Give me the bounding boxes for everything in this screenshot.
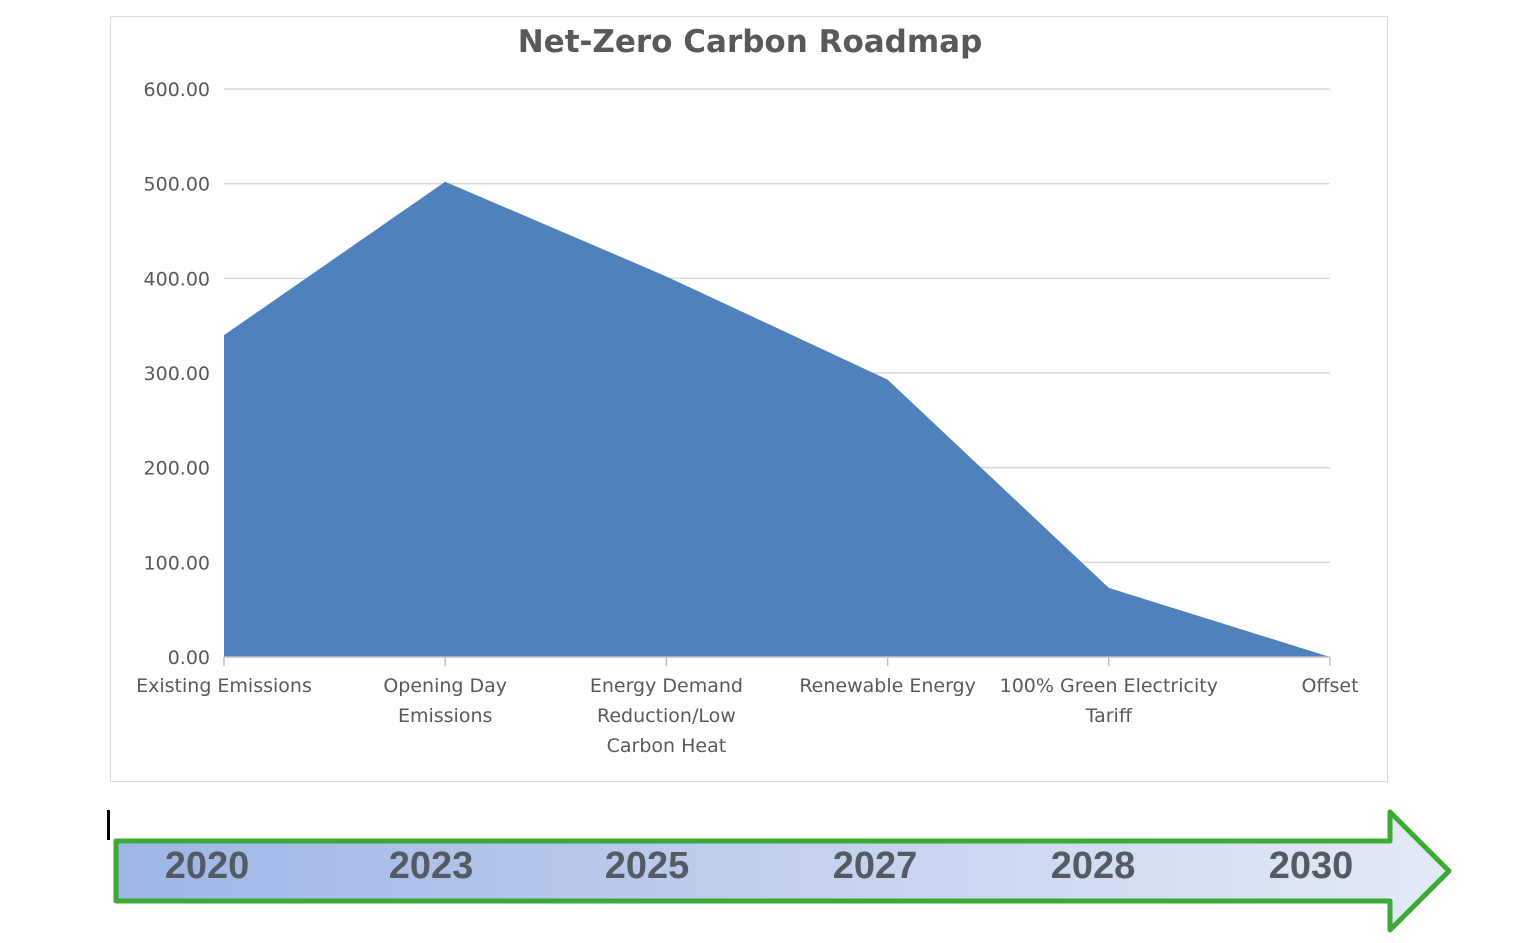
timeline-year-label: 2027 — [833, 845, 918, 887]
x-category-label: 100% Green Electricity Tariff — [1000, 675, 1218, 727]
y-tick-label: 400.00 — [144, 268, 210, 290]
timeline-year-label: 2020 — [165, 845, 250, 887]
chart-title: Net-Zero Carbon Roadmap — [518, 24, 983, 60]
x-category-label: Existing Emissions — [136, 675, 312, 697]
y-tick-label: 0.00 — [168, 647, 210, 669]
area-fill — [224, 181, 1330, 658]
x-category-label: Renewable Energy — [799, 675, 976, 697]
text-cursor — [107, 810, 110, 840]
timeline-arrow — [113, 809, 1452, 933]
y-tick-label: 200.00 — [144, 458, 210, 480]
timeline-years: 2020 2023 2025 2027 2028 2030 — [165, 845, 1354, 887]
timeline-year-label: 2023 — [389, 845, 474, 887]
x-category-label: Energy Demand Reduction/Low Carbon Heat — [590, 675, 743, 757]
y-tick-label: 300.00 — [144, 363, 210, 385]
x-category-label: Offset — [1301, 675, 1358, 697]
y-tick-label: 100.00 — [144, 552, 210, 574]
timeline-year-label: 2030 — [1269, 845, 1354, 887]
x-category-label: Opening Day Emissions — [383, 675, 507, 727]
timeline-year-label: 2025 — [605, 845, 690, 887]
x-axis-category-labels: Existing Emissions Opening Day Emissions En… — [136, 675, 1358, 757]
chart-svg: Net-Zero Carbon Roadmap 0.00 100.00 200.00… — [136, 24, 1358, 757]
x-axis — [223, 656, 1331, 666]
chart-frame: Net-Zero Carbon Roadmap 0.00 100.00 200.00… — [110, 16, 1388, 782]
timeline-year-label: 2028 — [1051, 845, 1136, 887]
y-axis-tick-labels: 0.00 100.00 200.00 300.00 400.00 500.00 600.00 — [144, 79, 210, 669]
y-tick-label: 600.00 — [144, 79, 210, 101]
y-tick-label: 500.00 — [144, 174, 210, 196]
